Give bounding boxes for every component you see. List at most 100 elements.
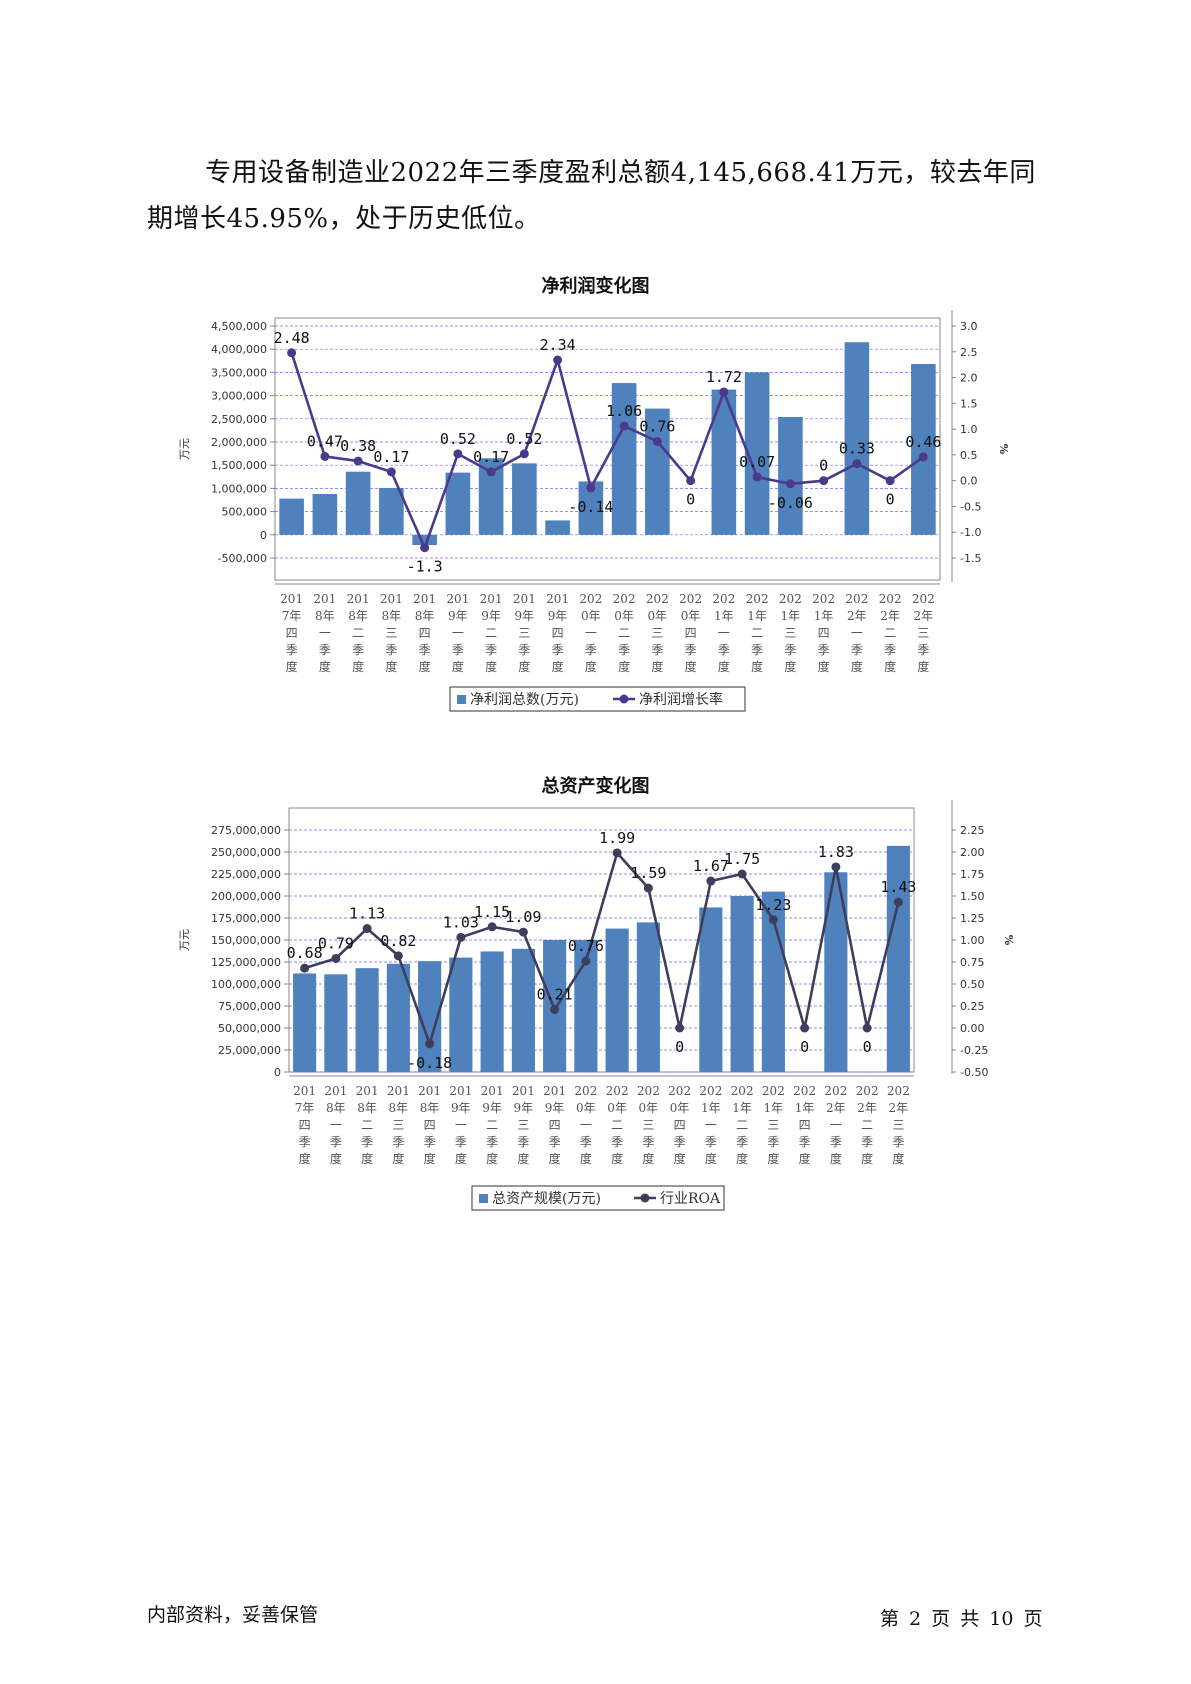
net-profit-chart: 4,500,000 4,000,000 3,500,000 3,000,000 2,50…: [178, 310, 1010, 712]
line-point: [300, 963, 310, 973]
x-category-label: 202 0年二季度: [613, 592, 636, 674]
y-tick-label: 4,000,000: [211, 343, 267, 356]
line-point: [353, 456, 363, 466]
y-axis-unit: 万元: [178, 438, 191, 460]
data-label: 2.34: [540, 336, 576, 354]
bar: [293, 973, 317, 1072]
x-category-label: 201 9年四季度: [546, 592, 569, 674]
line-point: [287, 348, 297, 358]
data-label: 1.23: [755, 896, 791, 914]
y-tick-label: 200,000,000: [211, 890, 281, 903]
x-category-label: 202 0年三季度: [646, 592, 669, 674]
x-category-label: 202 1年二季度: [746, 592, 769, 674]
x-category-label: 201 9年三季度: [513, 592, 536, 674]
chart-2-title: 总资产变化图: [541, 776, 650, 797]
y-tick-label: 3,000,000: [211, 390, 267, 403]
x-category-label: 201 8年四季度: [413, 592, 436, 674]
data-label: 0.52: [440, 430, 476, 448]
line-point: [486, 467, 496, 477]
bar: [605, 928, 629, 1072]
y-tick-label: 225,000,000: [211, 868, 281, 881]
line-point: [550, 1005, 560, 1015]
bar: [412, 534, 437, 546]
bar: [512, 463, 537, 535]
data-label: 1.15: [474, 903, 510, 921]
line-point: [393, 951, 403, 961]
bar: [445, 472, 471, 535]
data-label: 1.43: [880, 878, 916, 896]
y-tick-label: 0: [260, 529, 267, 542]
y-tick-label: 150,000,000: [211, 934, 281, 947]
data-label: 1.99: [599, 829, 635, 847]
y2-tick-label: 0.00: [960, 1022, 985, 1035]
x-category-label: 202 1年一季度: [712, 592, 735, 674]
bar: [636, 922, 660, 1072]
legend-box: [471, 1185, 725, 1211]
y-tick-label: 2,000,000: [211, 436, 267, 449]
y2-axis-unit: %: [997, 444, 1010, 455]
x-category-label: 202 1年一季度: [699, 1084, 722, 1166]
data-label: 0.07: [739, 453, 775, 471]
data-label: 0.68: [287, 944, 323, 962]
data-label: -0.14: [568, 498, 613, 516]
line-point: [519, 449, 529, 459]
line-point: [619, 421, 629, 431]
line-point: [719, 387, 729, 397]
bar: [279, 498, 304, 535]
line-point: [581, 956, 591, 966]
legend-bar-swatch: [479, 1194, 488, 1203]
line-point: [819, 476, 829, 486]
x-category-label: 201 7年四季度: [293, 1084, 316, 1166]
bar: [379, 487, 404, 535]
y-tick-label: 250,000,000: [211, 846, 281, 859]
line-point: [453, 449, 463, 459]
x-category-label: 201 8年一季度: [324, 1084, 347, 1166]
line-point: [918, 452, 928, 462]
bar: [699, 907, 723, 1072]
line-point: [885, 476, 895, 486]
line-point: [612, 848, 622, 858]
bar: [345, 471, 371, 535]
y-tick-label: 3,500,000: [211, 366, 267, 379]
data-label: 0.38: [340, 437, 376, 455]
data-label: 0: [863, 1038, 872, 1056]
plot-frame: [274, 317, 941, 581]
data-label: 0.47: [307, 432, 343, 450]
line-point: [643, 883, 653, 893]
y2-tick-label: -0.50: [960, 1066, 988, 1079]
bar: [480, 951, 504, 1072]
x-category-label: 202 0年二季度: [606, 1084, 629, 1166]
line-point: [386, 467, 396, 477]
y2-tick-label: 3.0: [960, 320, 978, 333]
legend-line-marker: [619, 694, 629, 704]
line-point: [456, 932, 466, 942]
line-point: [586, 483, 596, 493]
data-label: 0.79: [318, 934, 354, 952]
data-label: 0.46: [905, 433, 941, 451]
y2-tick-label: 0.5: [960, 449, 978, 462]
y-tick-label: 100,000,000: [211, 978, 281, 991]
data-label: 1.03: [443, 913, 479, 931]
data-label: 0.52: [506, 430, 542, 448]
y2-tick-label: 1.00: [960, 934, 985, 947]
line-point: [706, 876, 716, 886]
bar: [574, 940, 598, 1072]
legend-line-marker: [640, 1193, 650, 1203]
bar: [386, 963, 410, 1072]
line-point: [752, 472, 762, 482]
line-point: [320, 451, 330, 461]
data-label: 2.48: [274, 329, 310, 347]
y2-tick-label: 1.25: [960, 912, 985, 925]
line-point: [768, 915, 778, 925]
bar: [886, 845, 910, 1072]
y2-tick-label: 2.0: [960, 372, 978, 385]
footer-confidential: 内部资料，妥善保管: [147, 1604, 319, 1626]
y-tick-label: 1,000,000: [211, 482, 267, 495]
y2-tick-label: 2.5: [960, 346, 978, 359]
legend-bar-swatch: [457, 695, 466, 704]
bar: [778, 416, 803, 535]
y-tick-label: 125,000,000: [211, 956, 281, 969]
y-tick-label: 25,000,000: [218, 1044, 281, 1057]
x-category-label: 202 2年二季度: [879, 592, 902, 674]
line-point: [862, 1023, 872, 1033]
